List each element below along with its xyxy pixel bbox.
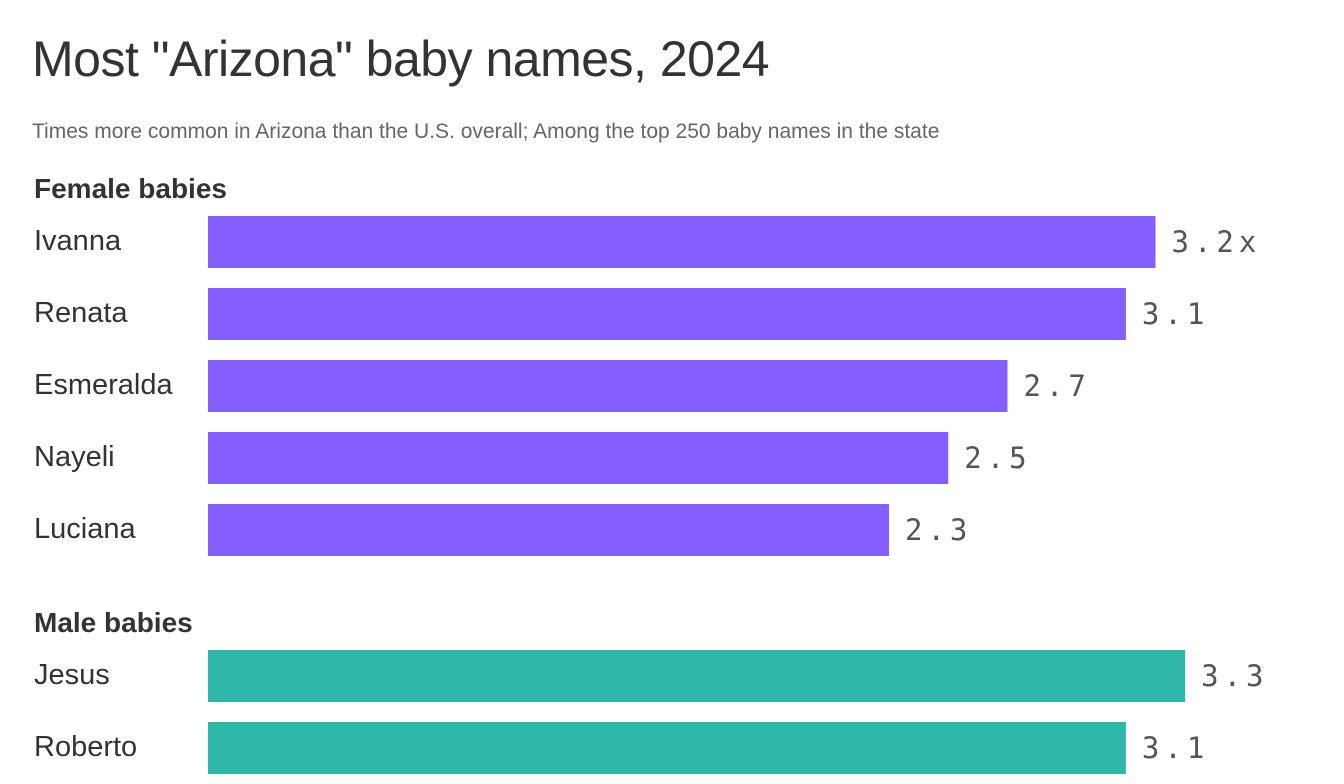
category-label: Renata — [34, 297, 128, 329]
group-label: Male babies — [34, 607, 193, 638]
category-label: Nayeli — [34, 441, 115, 473]
bar — [208, 722, 1126, 774]
chart-subtitle: Times more common in Arizona than the U.… — [32, 120, 940, 143]
value-label: 2.7 — [1023, 369, 1090, 403]
category-label: Roberto — [34, 731, 137, 763]
group-label: Female babies — [34, 173, 227, 204]
bar — [208, 360, 1008, 412]
value-label: 2.5 — [964, 441, 1031, 475]
category-label: Jesus — [34, 659, 110, 691]
value-label: 3.2x — [1172, 225, 1262, 259]
bar — [208, 216, 1156, 268]
value-label: 2.3 — [905, 513, 972, 547]
value-label: 3.1 — [1142, 297, 1209, 331]
value-label: 3.1 — [1142, 731, 1209, 765]
chart-title: Most "Arizona" baby names, 2024 — [32, 31, 770, 87]
category-label: Esmeralda — [34, 369, 173, 401]
bar — [208, 288, 1126, 340]
bar — [208, 650, 1186, 702]
category-label: Ivanna — [34, 225, 122, 257]
bar — [208, 504, 890, 556]
category-label: Luciana — [34, 513, 136, 545]
bar — [208, 432, 949, 484]
value-label: 3.3 — [1201, 659, 1268, 693]
